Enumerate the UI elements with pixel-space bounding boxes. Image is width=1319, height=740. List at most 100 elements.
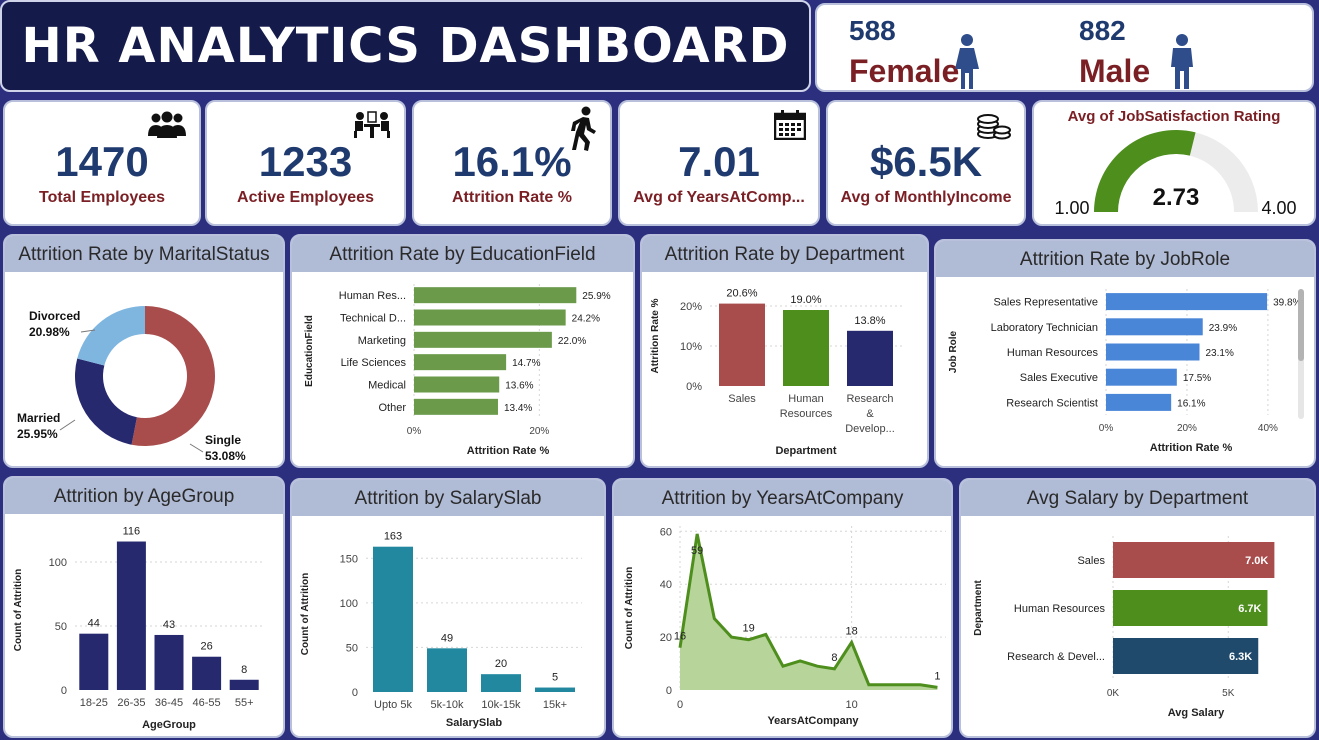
- gauge-fill: [1094, 130, 1196, 212]
- category-label: 55+: [235, 697, 254, 709]
- education-bar-chart: 0% 20% Human Res... 25.9% Technical D... 24.2…: [304, 284, 611, 457]
- data-label: 43: [163, 619, 175, 631]
- chart-title: Avg Salary by Department: [961, 480, 1314, 516]
- bar: [847, 330, 893, 386]
- data-label: 16.1%: [1177, 398, 1205, 409]
- job-role-scrollbar-thumb[interactable]: [1298, 289, 1304, 361]
- category-label: Human Resources: [1014, 603, 1106, 615]
- area-line: [678, 533, 938, 689]
- data-label: 18: [845, 625, 857, 637]
- gauge-chart: 2.73 1.00 4.00: [1054, 130, 1297, 218]
- data-label: 13.4%: [504, 403, 532, 414]
- bar: [116, 541, 146, 690]
- y-axis-title: Job Role: [948, 330, 959, 373]
- bar: [1106, 293, 1268, 311]
- bar: [373, 546, 413, 692]
- category-label: Medical: [368, 380, 406, 392]
- data-label: 20: [495, 658, 507, 670]
- chart-title: Attrition by SalarySlab: [292, 480, 604, 516]
- chart-title: Attrition by YearsAtCompany: [614, 480, 951, 516]
- data-label: 163: [384, 531, 402, 543]
- chart-title: Attrition Rate by Department: [642, 236, 927, 272]
- kpi-card-avg-years: 7.01 Avg of YearsAtComp...: [618, 100, 820, 226]
- bar: [229, 679, 259, 690]
- donut-slice-married: [74, 358, 137, 445]
- people-group-icon: [148, 111, 186, 138]
- male-label: Male: [1079, 53, 1151, 89]
- female-icon: [955, 34, 979, 89]
- years-at-company-card: Attrition by YearsAtCompany 0 20 40 60 0 10 16…: [612, 478, 953, 738]
- x-tick-label: 40%: [1258, 423, 1278, 434]
- bar: [414, 354, 507, 371]
- bar: [414, 287, 577, 304]
- category-label: Sales: [728, 393, 756, 405]
- data-label: 23.9%: [1209, 323, 1237, 334]
- donut-value-label: 25.95%: [17, 427, 58, 441]
- data-label: 20.6%: [726, 288, 757, 300]
- category-label: 18-25: [80, 697, 108, 709]
- y-tick-label: 60: [660, 526, 672, 538]
- male-icon: [1171, 34, 1193, 89]
- category-label: 26-35: [117, 697, 145, 709]
- category-label: Sales Executive: [1020, 372, 1098, 384]
- x-axis-title: SalarySlab: [446, 717, 503, 729]
- male-count: 882: [1079, 15, 1126, 46]
- bar: [1106, 393, 1172, 411]
- y-tick-label: 10%: [680, 341, 702, 353]
- donut-label: Married: [17, 411, 60, 425]
- data-label: 16: [674, 631, 686, 643]
- data-label: 24.2%: [572, 314, 600, 325]
- x-tick-label: 20%: [529, 426, 549, 437]
- category-label: Human Resources: [780, 393, 833, 420]
- x-tick-label: 0K: [1107, 688, 1120, 699]
- bar: [192, 656, 222, 690]
- category-label: Laboratory Technician: [991, 322, 1098, 334]
- bar: [535, 687, 575, 692]
- kpi-card-active-employees: 1233 Active Employees: [205, 100, 406, 226]
- category-label: Sales Representative: [993, 297, 1098, 309]
- gauge-value: 2.73: [1153, 184, 1200, 211]
- x-axis-title: Department: [775, 445, 836, 457]
- bar: [1113, 542, 1275, 578]
- data-label: 22.0%: [558, 336, 586, 347]
- donut-slice-single: [131, 306, 215, 446]
- walking-person-icon: [571, 106, 596, 151]
- x-axis-title: AgeGroup: [142, 719, 196, 731]
- gauge-title: Avg of JobSatisfaction Rating: [1067, 108, 1281, 125]
- data-label: 39.8%: [1273, 298, 1301, 309]
- x-axis-title: YearsAtCompany: [767, 715, 859, 727]
- data-label: 8: [831, 652, 837, 664]
- gauge-max-label: 4.00: [1261, 198, 1296, 218]
- dashboard-title-card: HR ANALYTICS DASHBOARD: [0, 0, 811, 92]
- job-role-card: Attrition Rate by JobRole 0% 20% 40% Sales …: [934, 239, 1316, 468]
- y-tick-label: 0: [61, 685, 67, 697]
- job-role-scrollbar[interactable]: [1298, 289, 1304, 419]
- y-axis-title: Count of Attrition: [624, 567, 635, 649]
- bar: [719, 303, 765, 386]
- y-axis-title: Department: [973, 580, 984, 636]
- chart-title: Attrition Rate by MaritalStatus: [5, 236, 283, 272]
- donut-slice-divorced: [77, 306, 145, 366]
- marital-donut-chart: Single 53.08% Married 25.95% Divorced 20.98%: [17, 306, 246, 463]
- y-axis-title: EducationField: [304, 315, 315, 387]
- bar: [783, 310, 829, 386]
- data-label: 5: [552, 672, 558, 684]
- bar: [1113, 590, 1268, 626]
- kpi-label: Total Employees: [39, 189, 165, 206]
- data-label: 14.7%: [512, 358, 540, 369]
- data-label: 19: [743, 623, 755, 635]
- donut-label: Single: [205, 433, 241, 447]
- data-label: 8: [241, 664, 247, 676]
- bar: [481, 674, 521, 692]
- female-count: 588: [849, 15, 896, 46]
- category-label: Research & Devel...: [1007, 651, 1105, 663]
- y-tick-label: 100: [340, 598, 358, 610]
- kpi-card-avg-income: $6.5K Avg of MonthlyIncome: [826, 100, 1026, 226]
- marital-status-card: Attrition Rate by MaritalStatus Single 53…: [3, 234, 285, 468]
- kpi-value: 16.1%: [452, 138, 572, 185]
- x-tick-label: 0%: [1099, 423, 1114, 434]
- chart-title: Attrition by AgeGroup: [5, 478, 283, 514]
- coins-icon: [977, 114, 1011, 140]
- bar: [1106, 368, 1177, 386]
- data-label: 13.6%: [505, 381, 533, 392]
